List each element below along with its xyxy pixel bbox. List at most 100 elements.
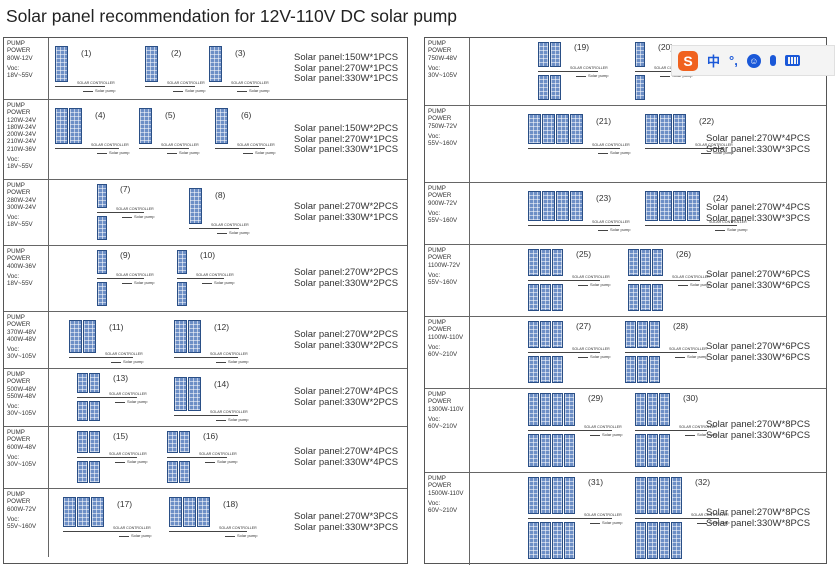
pump-spec-cell: PUMP POWER 1300W-110V Voc: 60V~210V — [425, 389, 470, 472]
voc-value: 30V~105V — [428, 72, 458, 80]
panel-recommendation: Solar panel:270W*2PCS Solar panel:330W*2P… — [294, 329, 398, 351]
solar-panel-icon — [97, 216, 107, 240]
solar-panel-icon — [528, 434, 539, 467]
wire-line — [598, 153, 608, 154]
solar-panel-icon — [209, 46, 222, 82]
microphone-icon[interactable] — [769, 55, 776, 66]
wire-line — [628, 280, 700, 281]
voc-label: Voc: — [7, 156, 20, 164]
solar-panel-icon — [552, 434, 563, 467]
ime-toolbar[interactable]: S 中 °, ☺ — [671, 45, 835, 76]
pump-label: Solar pump — [229, 230, 250, 235]
controller-label: SOLAR CONTROLLER — [592, 143, 630, 147]
controller-label: SOLAR CONTROLLER — [199, 452, 237, 456]
solar-panel-icon — [673, 114, 686, 144]
panel-recommendation: Solar panel:150W*1PCS Solar panel:270W*1P… — [294, 52, 399, 85]
pump-label: Solar pump — [228, 417, 249, 422]
wire-line — [225, 536, 235, 537]
voc-label: Voc: — [428, 132, 441, 140]
solar-panel-icon — [556, 191, 569, 221]
controller-label: SOLAR CONTROLLER — [592, 220, 630, 224]
voc-value: 60V~210V — [428, 507, 458, 515]
solar-panel-icon — [564, 434, 575, 467]
diagram-number: (9) — [120, 250, 131, 260]
pump-power-line: PUMP — [7, 40, 25, 47]
solar-panel-icon — [564, 522, 575, 559]
voc-value: 18V~55V — [7, 221, 33, 229]
voc-label: Voc: — [428, 64, 441, 72]
wire-line — [115, 462, 125, 463]
pump-power-line: POWER — [428, 398, 452, 406]
controller-label: SOLAR CONTROLLER — [77, 81, 115, 85]
solar-panel-icon — [659, 522, 670, 559]
panel-recommendation: Solar panel:270W*2PCS Solar panel:330W*1P… — [294, 201, 399, 223]
pump-label: Solar pump — [179, 150, 200, 155]
solar-panel-icon — [89, 401, 100, 421]
wire-line — [189, 228, 239, 229]
wire-line — [243, 153, 253, 154]
pump-power-line: POWER — [7, 436, 31, 444]
voc-label: Voc: — [428, 271, 441, 279]
solar-panel-icon — [552, 284, 563, 311]
panel-recommendation: Solar panel:270W*6PCS Solar panel:330W*6P… — [706, 341, 811, 363]
controller-label: SOLAR CONTROLLER — [105, 352, 143, 356]
solar-panel-icon — [647, 434, 658, 467]
panel-recommendation: Solar panel:270W*4PCS Solar panel:330W*2P… — [294, 386, 398, 408]
page-title: Solar panel recommendation for 12V-110V … — [6, 6, 458, 26]
diagram-number: (21) — [596, 116, 612, 126]
solar-panel-icon — [540, 477, 551, 514]
pump-power-line: PUMP — [7, 491, 25, 498]
recommendation-line: Solar panel:330W*1PCS — [294, 73, 399, 85]
voc-label: Voc: — [7, 214, 20, 222]
pump-power-line: POWER — [7, 378, 31, 386]
pump-power-line: 210W-36V — [7, 145, 37, 153]
wire-line — [209, 86, 259, 87]
wire-line — [202, 283, 212, 284]
pump-row: PUMP POWER 400W-36V Voc: 18V~55V SOLAR CONTRO… — [4, 246, 407, 312]
pump-power-line: 1300W-110V — [428, 405, 464, 413]
ime-language-toggle[interactable]: 中 — [707, 54, 721, 69]
wire-line — [215, 148, 265, 149]
pump-power-line: POWER — [428, 482, 452, 490]
solar-panel-icon — [635, 75, 645, 100]
solar-panel-icon — [652, 249, 663, 276]
solar-panel-icon — [671, 477, 682, 514]
pump-label: Solar pump — [709, 520, 730, 525]
pump-power-line: PUMP — [428, 185, 446, 192]
solar-panel-icon — [177, 250, 187, 274]
voc-label: Voc: — [7, 453, 20, 461]
wire-line — [217, 233, 227, 234]
emoji-icon[interactable]: ☺ — [746, 53, 761, 68]
recommendation-line: Solar panel:150W*2PCS — [294, 123, 399, 134]
pump-power-line: 180W-24V — [7, 123, 37, 131]
pump-label: Solar pump — [127, 399, 148, 404]
pump-power-line: PUMP — [428, 40, 446, 47]
wire-line — [576, 76, 586, 77]
wire-line — [635, 518, 719, 519]
pump-label: Solar pump — [185, 88, 206, 93]
pump-label: Solar pump — [590, 282, 611, 287]
solar-panel-icon — [570, 114, 583, 144]
pump-power-line: 600W-72V — [7, 505, 37, 513]
voc-value: 30V~105V — [7, 461, 37, 469]
recommendation-line: Solar panel:270W*6PCS — [706, 341, 811, 352]
ime-punctuation-toggle[interactable]: °, — [729, 53, 738, 68]
keyboard-icon[interactable] — [784, 55, 800, 66]
solar-panel-icon — [174, 320, 187, 353]
panel-recommendation: Solar panel:270W*4PCS Solar panel:330W*3P… — [706, 133, 810, 155]
solar-panel-icon — [167, 431, 178, 453]
pump-power-line: 500W-48V — [7, 385, 37, 393]
pump-spec-cell: PUMP POWER 120W-24V 180W-24V 200W-24V 210W-24… — [4, 100, 49, 179]
wire-line — [69, 357, 133, 358]
pump-label: Solar pump — [228, 359, 249, 364]
ime-logo-icon[interactable]: S — [678, 50, 698, 71]
wire-line — [528, 148, 620, 149]
solar-panel-icon — [635, 522, 646, 559]
diagram-number: (32) — [695, 477, 711, 487]
recommendation-line: Solar panel:270W*2PCS — [294, 201, 399, 212]
solar-panel-icon — [189, 188, 202, 224]
solar-panel-icon — [179, 431, 190, 453]
pump-row: PUMP POWER 120W-24V 180W-24V 200W-24V 210W-24… — [4, 100, 407, 180]
wire-line — [83, 91, 93, 92]
recommendation-line: Solar panel:270W*4PCS — [706, 202, 811, 213]
